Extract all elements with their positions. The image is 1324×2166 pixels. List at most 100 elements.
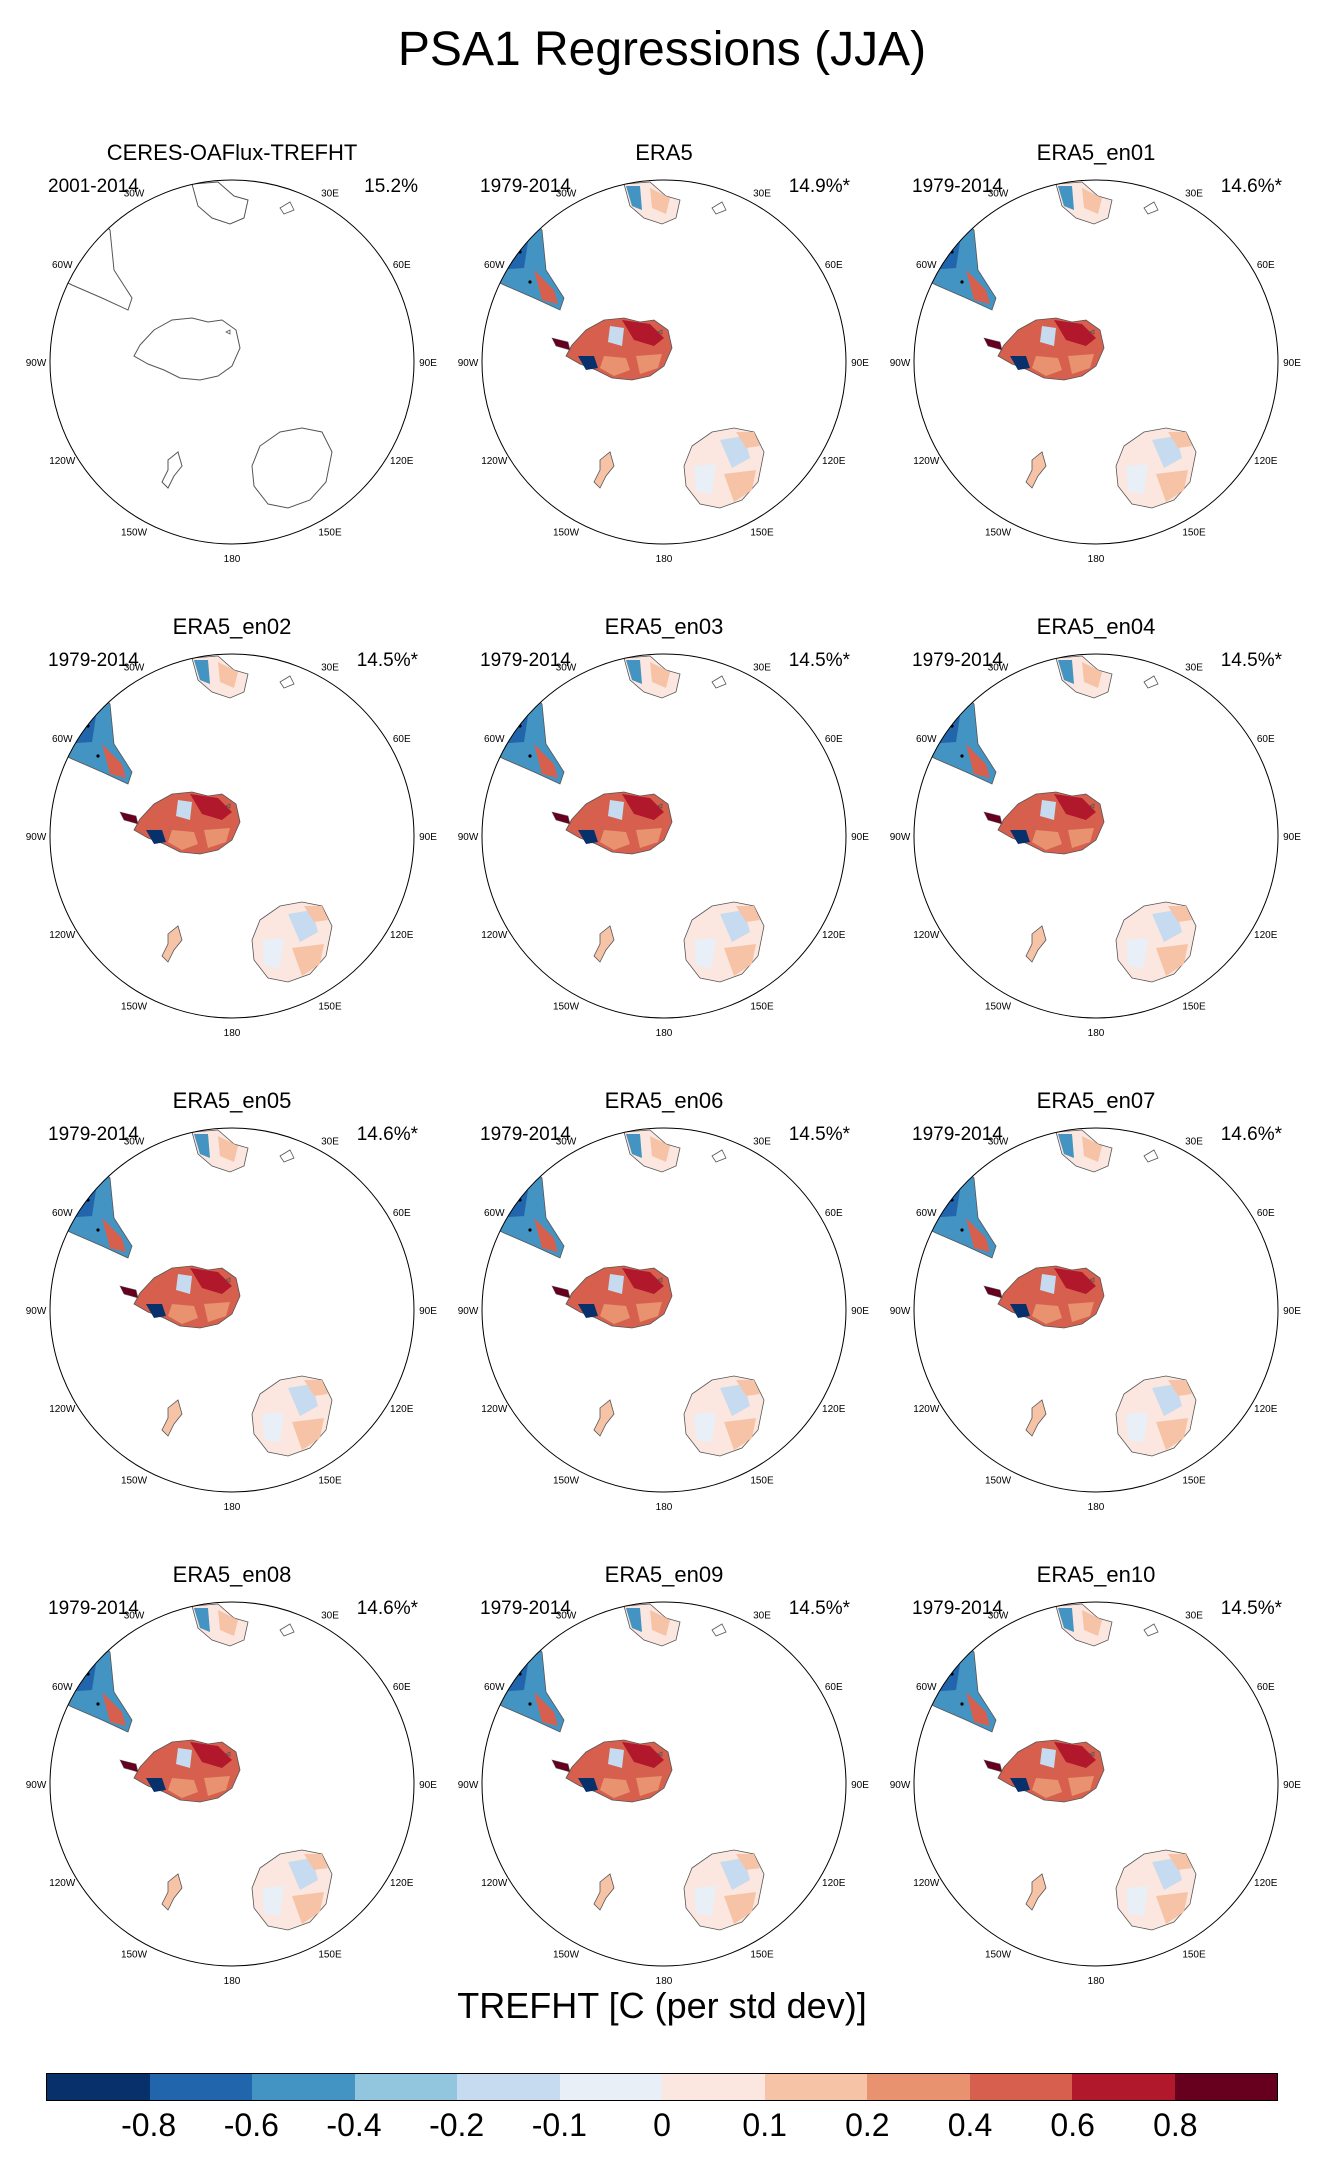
longitude-label: 30W (988, 1610, 1009, 1621)
longitude-label: 120E (390, 1404, 414, 1415)
colorbar-tick-label: -0.2 (429, 2107, 485, 2143)
longitude-label: 90E (419, 1306, 437, 1317)
longitude-label: 120W (913, 930, 940, 941)
panel-variance-percent: 15.2% (364, 176, 418, 197)
polar-map: 0 30E 60E 90E 120E 150E 180 150W 120W 90W 60W 30W (26, 644, 438, 1039)
longitude-label: 90W (458, 832, 479, 843)
colorbar-labels: -0.8 -0.6 -0.4 -0.2 -0.1 0 0.1 0.2 0.4 0.6 0.8 (0, 2107, 1324, 2151)
antarctica-outline (133, 317, 241, 381)
longitude-label: 120E (1254, 1878, 1278, 1889)
colorbar-tick-label: 0.8 (1153, 2107, 1198, 2143)
panel-variance-percent: 14.5%* (788, 1124, 850, 1145)
new-zealand-land (593, 451, 615, 489)
longitude-label: 120W (913, 456, 940, 467)
longitude-label: 0 (661, 170, 667, 173)
longitude-label: 30W (988, 188, 1009, 199)
longitude-label: 60W (916, 1208, 937, 1219)
longitude-label: 180 (224, 1028, 241, 1039)
longitude-label: 30W (556, 662, 577, 673)
longitude-label: 120W (913, 1404, 940, 1415)
longitude-label: 90E (1283, 1780, 1301, 1791)
longitude-label: 0 (1093, 1118, 1099, 1121)
longitude-label: 150W (121, 528, 148, 539)
panel-period: 1979-2014 (912, 176, 1003, 197)
map-boundary (913, 1127, 1279, 1493)
longitude-label: 150W (553, 1476, 580, 1487)
map-panel: ERA5_en05 1979-2014 14.6%* 0 30E 60E 90E 120E 15… (22, 1088, 442, 1548)
longitude-label: 120W (49, 456, 76, 467)
map-panel: ERA5_en10 1979-2014 14.5%* 0 30E 60E 90E 120E 15… (886, 1562, 1306, 2022)
new-zealand-land (161, 1873, 183, 1911)
map-boundary (481, 179, 847, 545)
map-panel: CERES-OAFlux-TREFHT 2001-2014 15.2% 0 30E 60E… (22, 140, 442, 600)
longitude-label: 30E (321, 662, 339, 673)
longitude-label: 180 (1088, 1502, 1105, 1513)
longitude-label: 150W (553, 528, 580, 539)
longitude-label: 60E (825, 1682, 843, 1693)
longitude-label: 90E (419, 358, 437, 369)
panel-title: ERA5_en10 (1036, 1562, 1156, 1587)
polar-map: 0 30E 60E 90E 120E 150E 180 150W 120W 90W 60W 30W (26, 1592, 438, 1987)
panel-variance-percent: 14.6%* (356, 1124, 418, 1145)
longitude-label: 180 (224, 1976, 241, 1987)
longitude-label: 150E (318, 1950, 342, 1961)
longitude-label: 90W (890, 832, 911, 843)
longitude-label: 30W (988, 662, 1009, 673)
longitude-label: 120E (390, 1878, 414, 1889)
panel-variance-percent: 14.5%* (788, 650, 850, 671)
panel-variance-percent: 14.5%* (788, 1598, 850, 1619)
longitude-label: 150W (985, 528, 1012, 539)
longitude-label: 90W (26, 1306, 47, 1317)
longitude-label: 120E (822, 930, 846, 941)
new-zealand-land (593, 1873, 615, 1911)
longitude-label: 150W (121, 1950, 148, 1961)
colorbar (46, 2073, 1278, 2101)
polar-map: 0 30E 60E 90E 120E 150E 180 150W 120W 90W 60W 30W (458, 644, 870, 1039)
longitude-label: 90W (26, 358, 47, 369)
figure-title: PSA1 Regressions (JJA) (397, 23, 927, 76)
longitude-label: 90W (26, 832, 47, 843)
longitude-label: 60E (1257, 1208, 1275, 1219)
longitude-label: 60E (1257, 1682, 1275, 1693)
panel-period: 1979-2014 (480, 1124, 571, 1145)
longitude-label: 150W (985, 1476, 1012, 1487)
longitude-label: 30W (124, 662, 145, 673)
map-boundary (913, 653, 1279, 1019)
map-panel: ERA5_en02 1979-2014 14.5%* 0 30E 60E 90E 120E 15… (22, 614, 442, 1074)
polar-map: 0 30E 60E 90E 120E 150E 180 150W 120W 90W 60W 30W (890, 1118, 1302, 1513)
longitude-label: 90E (1283, 358, 1301, 369)
longitude-label: 120E (822, 1878, 846, 1889)
colorbar-tick-label: 0.2 (845, 2107, 890, 2143)
polar-map: 0 30E 60E 90E 120E 150E 180 150W 120W 90W 60W 30W (890, 170, 1302, 565)
polar-map: 0 30E 60E 90E 120E 150E 180 150W 120W 90W 60W 30W (458, 170, 870, 565)
longitude-label: 0 (229, 1118, 235, 1121)
longitude-label: 120E (1254, 456, 1278, 467)
longitude-label: 0 (1093, 644, 1099, 647)
map-boundary (49, 1601, 415, 1967)
panel-period: 1979-2014 (912, 1598, 1003, 1619)
colorbar-tick-label: 0 (653, 2107, 671, 2143)
colorbar-box (559, 2074, 662, 2100)
polar-map: 0 30E 60E 90E 120E 150E 180 150W 120W 90W 60W 30W (458, 1118, 870, 1513)
panel-variance-percent: 14.5%* (1220, 1598, 1282, 1619)
longitude-label: 180 (656, 1502, 673, 1513)
new-zealand-land (161, 1399, 183, 1437)
colorbar-tick-label: 0.6 (1050, 2107, 1095, 2143)
new-zealand-land (1025, 1399, 1047, 1437)
longitude-label: 150E (1182, 1950, 1206, 1961)
panel-variance-percent: 14.6%* (356, 1598, 418, 1619)
longitude-label: 60E (825, 1208, 843, 1219)
map-panel: ERA5_en06 1979-2014 14.5%* 0 30E 60E 90E 120E 15… (454, 1088, 874, 1548)
longitude-label: 120W (49, 1878, 76, 1889)
longitude-label: 60W (484, 260, 505, 271)
map-boundary (481, 653, 847, 1019)
panel-period: 2001-2014 (48, 176, 139, 197)
longitude-label: 150W (985, 1950, 1012, 1961)
longitude-label: 30W (556, 1610, 577, 1621)
longitude-label: 120E (390, 456, 414, 467)
longitude-label: 90W (458, 1780, 479, 1791)
map-boundary (49, 653, 415, 1019)
longitude-label: 150E (750, 1950, 774, 1961)
colorbar-box (867, 2074, 970, 2100)
longitude-label: 90W (26, 1780, 47, 1791)
